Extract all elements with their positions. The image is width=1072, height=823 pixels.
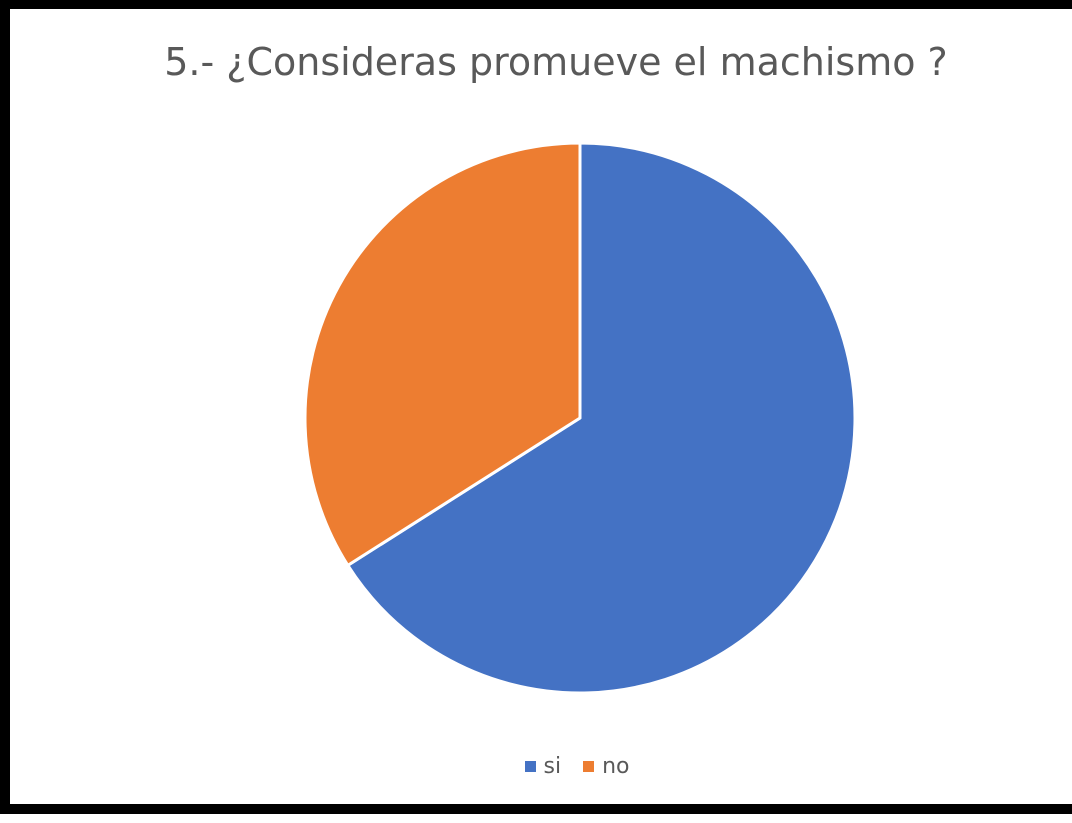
legend-swatch-si: [524, 761, 536, 772]
legend-item-no: no: [583, 754, 629, 779]
legend-label-no: no: [602, 754, 630, 779]
chart-title: 5.- ¿Consideras promueve el machismo ?: [164, 40, 948, 84]
legend: si no: [10, 754, 1072, 779]
pie-slice-si: [346, 141, 857, 695]
pie-slice-no: [303, 141, 582, 567]
pie-slices: [303, 141, 857, 695]
legend-label-si: si: [543, 754, 562, 779]
pie-chart: [303, 141, 857, 695]
legend-item-si: si: [524, 754, 562, 779]
legend-swatch-no: [583, 761, 595, 772]
